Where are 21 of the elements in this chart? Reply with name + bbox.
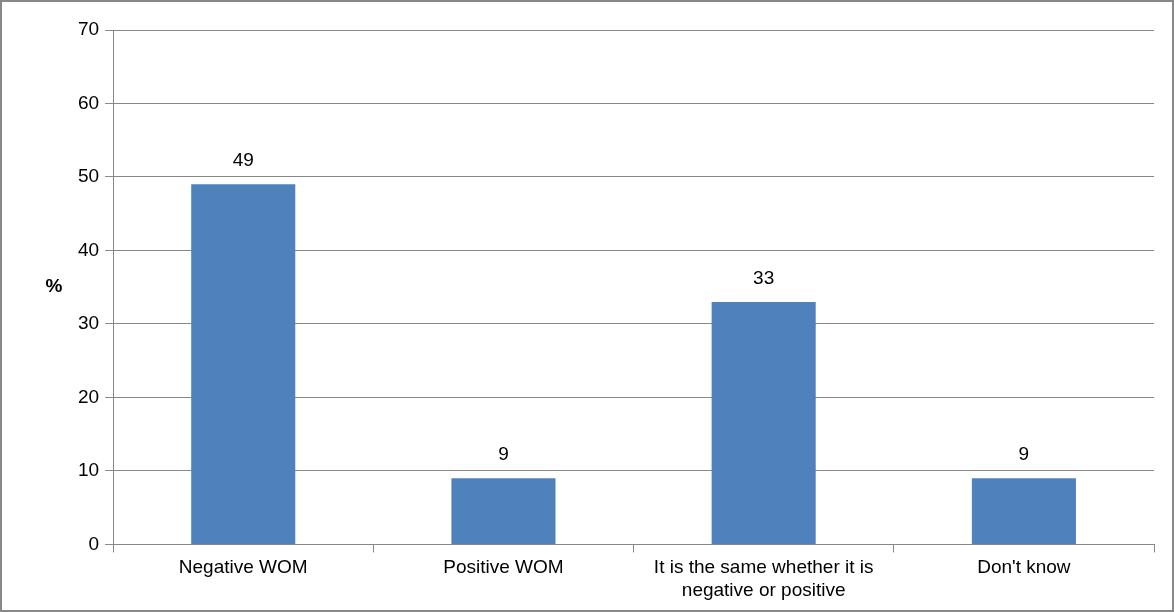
x-tick-label: It is the same whether it is negative or positive [653, 556, 874, 600]
data-label: 9 [1018, 443, 1030, 464]
bar [451, 478, 556, 544]
y-tick-label: 0 [88, 532, 100, 554]
bar [711, 301, 816, 544]
y-tick-label: 60 [77, 91, 100, 113]
y-tick-label: 10 [77, 459, 100, 481]
bar [971, 478, 1076, 544]
x-tick-label: Don't know [977, 556, 1071, 578]
bar [191, 184, 296, 544]
x-tick-label: Negative WOM [178, 556, 308, 578]
y-tick-label: 70 [77, 18, 100, 40]
y-axis-title: % [45, 275, 63, 297]
y-tick-label: 20 [77, 385, 100, 407]
y-tick-label: 30 [77, 312, 100, 334]
y-tick-label: 50 [77, 165, 100, 187]
y-tick-label: 40 [77, 238, 100, 260]
data-label: 49 [232, 149, 254, 171]
data-label: 9 [498, 443, 509, 464]
x-tick-label: Positive WOM [443, 556, 564, 578]
data-label: 33 [753, 266, 775, 288]
